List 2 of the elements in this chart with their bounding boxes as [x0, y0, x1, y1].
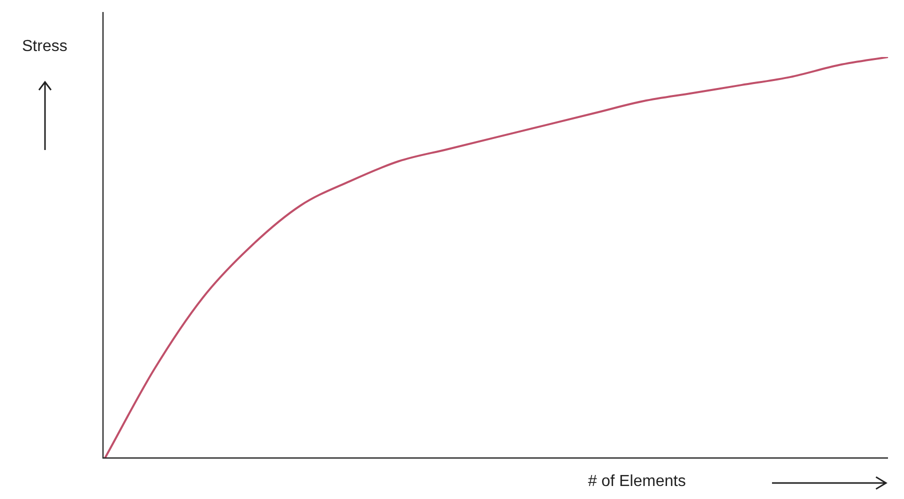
- y-axis-title: Stress: [22, 38, 68, 56]
- x-axis-title: # of Elements: [588, 473, 686, 491]
